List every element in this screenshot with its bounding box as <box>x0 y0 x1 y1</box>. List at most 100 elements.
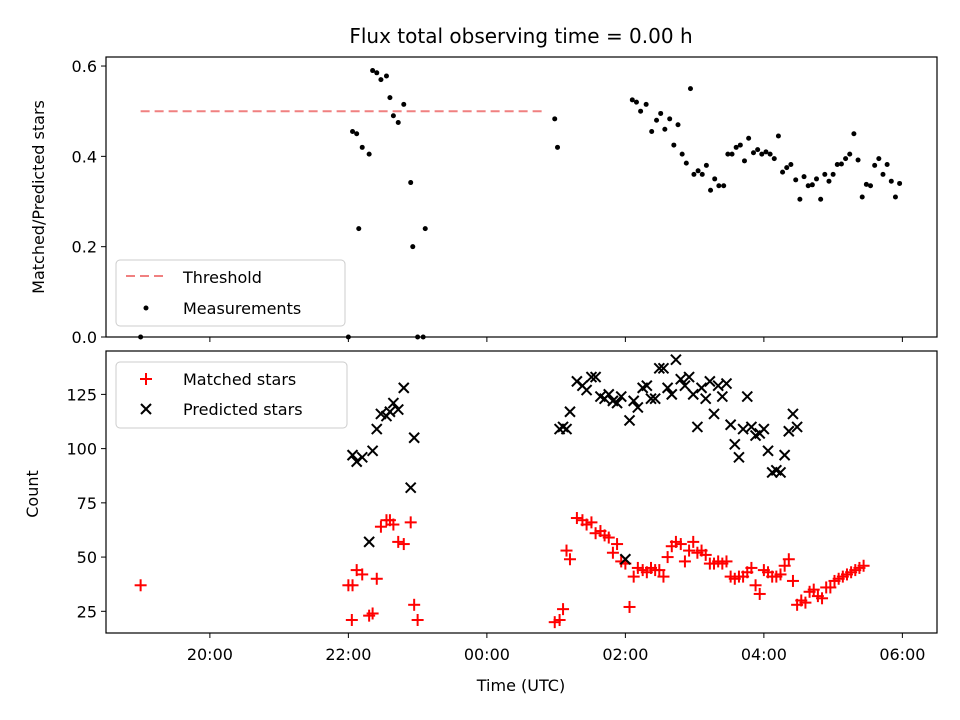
measurement-point <box>643 101 649 107</box>
matched-star-marker <box>753 587 766 600</box>
predicted-star-marker <box>589 371 602 383</box>
predicted-star-marker-b <box>589 371 602 383</box>
measurement-point <box>708 187 714 193</box>
matched-stars-points <box>134 512 870 629</box>
matched-star-marker <box>346 579 359 592</box>
predicted-star-marker-b <box>564 406 576 418</box>
predicted-star-marker <box>627 395 640 407</box>
measurement-point <box>797 196 803 202</box>
predicted-star-marker <box>363 536 375 548</box>
predicted-star-marker <box>560 423 573 435</box>
legend-predicted-swatch <box>140 403 152 415</box>
predicted-star-marker <box>745 421 758 433</box>
measurement-point <box>725 151 731 157</box>
matched-star-marker <box>553 613 566 626</box>
measurement-point <box>552 116 558 122</box>
measurement-point <box>859 194 865 200</box>
measurement-point <box>876 156 882 162</box>
measurement-point <box>888 178 894 184</box>
predicted-star-marker <box>657 362 670 375</box>
measurement-point <box>721 183 727 189</box>
measurement-point <box>775 133 781 139</box>
measurement-point <box>671 142 677 148</box>
bottom-x-tick-label: 06:00 <box>879 645 925 664</box>
matched-star-marker <box>585 516 598 529</box>
measurement-point <box>733 144 739 150</box>
matched-star-marker <box>745 561 758 574</box>
measurement-point <box>654 117 660 123</box>
matched-star-marker <box>683 544 696 557</box>
predicted-star-marker <box>774 466 787 479</box>
measurement-point <box>826 178 832 184</box>
predicted-star-marker <box>787 408 799 420</box>
predicted-star-marker <box>791 421 803 433</box>
predicted-star-marker-b <box>398 382 410 394</box>
predicted-star-marker <box>346 449 359 461</box>
predicted-star-marker-b <box>691 421 704 433</box>
matched-star-marker <box>560 544 573 557</box>
predicted-star-marker <box>729 438 741 450</box>
measurement-point <box>818 196 824 202</box>
measurement-point <box>712 176 718 182</box>
predicted-star-marker-b <box>720 377 733 390</box>
predicted-star-marker-b <box>699 393 712 405</box>
measurement-point <box>834 161 840 167</box>
predicted-star-marker <box>716 390 729 403</box>
measurement-point <box>771 156 777 162</box>
measurement-point <box>359 144 365 150</box>
predicted-star-marker-b <box>653 362 666 375</box>
matched-star-marker <box>134 579 147 592</box>
predicted-star-marker-b <box>695 382 708 394</box>
matched-star-marker <box>374 520 387 533</box>
predicted-star-marker <box>649 393 661 405</box>
predicted-star-marker-b <box>580 384 593 396</box>
predicted-star-marker-b <box>632 401 644 414</box>
predicted-star-marker-b <box>687 388 699 401</box>
measurement-point <box>401 101 407 107</box>
matched-star-marker <box>411 613 424 626</box>
measurement-point <box>691 171 697 177</box>
measurement-point <box>788 161 794 167</box>
measurement-point <box>383 73 389 79</box>
predicted-star-marker-b <box>619 553 632 565</box>
measurement-point <box>863 181 869 187</box>
matched-star-marker <box>816 592 829 605</box>
predicted-star-marker <box>387 397 400 409</box>
figure-title: Flux total observing time = 0.00 h <box>349 24 692 48</box>
measurement-point <box>390 113 396 119</box>
predicted-star-marker <box>371 423 383 435</box>
bottom-x-tick-label: 22:00 <box>325 645 371 664</box>
measurement-point <box>675 122 681 128</box>
measurement-point <box>851 131 857 137</box>
top-y-tick-label: 0.0 <box>72 328 97 347</box>
matched-star-marker <box>627 570 640 583</box>
predicted-star-marker <box>384 406 396 418</box>
predicted-star-marker-b <box>778 449 791 461</box>
bottom-panel: 25 50 75 100 125 20:00 22:00 00:00 02:00 04:00 06… <box>23 350 938 695</box>
bottom-x-tick-label: 00:00 <box>464 645 510 664</box>
predicted-star-marker <box>704 375 716 388</box>
predicted-star-marker-b <box>762 445 774 457</box>
matched-star-marker <box>720 555 733 568</box>
measurement-point <box>784 165 790 171</box>
predicted-star-marker-b <box>603 388 615 401</box>
predicted-star-marker <box>708 408 720 420</box>
measurement-point <box>737 142 743 148</box>
measurement-point <box>415 334 421 340</box>
measurement-point <box>855 157 861 163</box>
predicted-star-marker <box>653 362 666 375</box>
predicted-star-marker <box>585 371 598 383</box>
predicted-star-marker <box>580 384 593 396</box>
predicted-star-marker <box>720 377 733 390</box>
legend-measurements-label: Measurements <box>183 299 301 318</box>
measurement-point <box>801 174 807 180</box>
predicted-star-marker-b <box>560 423 573 435</box>
measurement-point <box>350 129 356 135</box>
predicted-star-marker-b <box>645 393 657 405</box>
predicted-star-marker <box>691 421 704 433</box>
predicted-star-marker <box>356 451 368 463</box>
matched-star-marker <box>345 613 358 626</box>
measurement-point <box>395 119 401 125</box>
predicted-star-marker-b <box>724 419 737 431</box>
